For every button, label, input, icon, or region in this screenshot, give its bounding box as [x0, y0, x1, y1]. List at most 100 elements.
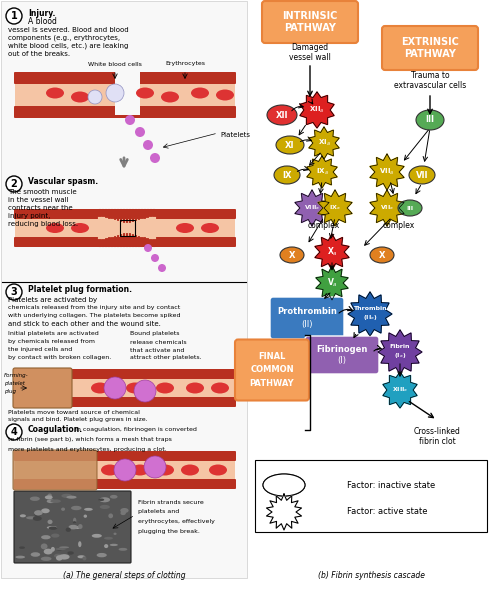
Ellipse shape	[263, 474, 305, 496]
FancyBboxPatch shape	[14, 397, 236, 407]
Text: Fibrinogen: Fibrinogen	[316, 345, 368, 354]
Text: the injured cells and: the injured cells and	[8, 347, 72, 352]
Text: signals and bind. Platelet plug grows in size.: signals and bind. Platelet plug grows in…	[8, 418, 147, 422]
Text: A blood: A blood	[28, 17, 57, 26]
Ellipse shape	[110, 495, 118, 498]
FancyBboxPatch shape	[115, 70, 140, 115]
Ellipse shape	[66, 528, 71, 532]
Text: Bound platelets: Bound platelets	[130, 331, 179, 337]
Ellipse shape	[101, 464, 119, 476]
Ellipse shape	[104, 544, 108, 548]
Ellipse shape	[47, 526, 57, 529]
Text: Prothrombin: Prothrombin	[277, 307, 337, 316]
Text: XI$_a$: XI$_a$	[318, 138, 330, 148]
Text: PATHWAY: PATHWAY	[249, 379, 294, 388]
Ellipse shape	[109, 513, 113, 518]
Polygon shape	[309, 127, 339, 159]
Circle shape	[104, 377, 126, 399]
Ellipse shape	[46, 223, 64, 233]
Ellipse shape	[176, 223, 194, 233]
Ellipse shape	[84, 515, 87, 518]
Text: plug: plug	[4, 389, 16, 395]
Circle shape	[6, 8, 22, 24]
Polygon shape	[315, 234, 349, 270]
FancyBboxPatch shape	[14, 451, 236, 461]
Text: Initial platelets are activated: Initial platelets are activated	[8, 331, 99, 337]
Text: Factor: inactive state: Factor: inactive state	[347, 480, 435, 489]
Circle shape	[106, 84, 124, 102]
Ellipse shape	[71, 92, 89, 102]
Text: XII$_a$: XII$_a$	[309, 105, 325, 115]
Text: Factor: active state: Factor: active state	[347, 507, 427, 516]
Ellipse shape	[46, 87, 64, 98]
Ellipse shape	[41, 509, 50, 513]
Text: 4: 4	[10, 427, 17, 437]
Ellipse shape	[121, 511, 126, 515]
FancyBboxPatch shape	[13, 368, 72, 408]
Ellipse shape	[131, 464, 149, 476]
Text: by chemicals released from: by chemicals released from	[8, 340, 95, 344]
Text: in the vessel wall: in the vessel wall	[8, 197, 69, 203]
Text: Platelet plug formation.: Platelet plug formation.	[28, 286, 132, 295]
FancyBboxPatch shape	[14, 106, 236, 118]
Text: VIII$_a$: VIII$_a$	[304, 204, 320, 213]
Text: injury point,: injury point,	[8, 213, 50, 219]
Ellipse shape	[51, 547, 55, 552]
Text: EXTRINSIC: EXTRINSIC	[401, 37, 459, 47]
Text: chemicals released from the injury site and by contact: chemicals released from the injury site …	[8, 305, 180, 310]
Ellipse shape	[26, 516, 36, 519]
Text: Forming-: Forming-	[4, 374, 28, 379]
Ellipse shape	[267, 105, 297, 125]
Ellipse shape	[34, 510, 43, 516]
Text: 2: 2	[10, 179, 17, 189]
Text: Vascular spasm.: Vascular spasm.	[28, 177, 98, 186]
Circle shape	[6, 176, 22, 192]
Text: complex: complex	[308, 220, 340, 229]
Polygon shape	[266, 494, 302, 530]
Ellipse shape	[216, 89, 234, 101]
Ellipse shape	[48, 527, 55, 530]
Text: (II): (II)	[301, 319, 313, 328]
Ellipse shape	[91, 383, 109, 394]
Circle shape	[158, 264, 166, 272]
Ellipse shape	[161, 92, 179, 102]
Text: Coagulation.: Coagulation.	[28, 425, 83, 434]
Text: IX$_a$: IX$_a$	[329, 204, 341, 213]
Text: IX: IX	[282, 171, 292, 180]
Text: to fibrin (see part b), which forms a mesh that traps: to fibrin (see part b), which forms a me…	[8, 437, 172, 443]
Ellipse shape	[49, 527, 57, 530]
Text: Cross-linked: Cross-linked	[413, 428, 461, 437]
Polygon shape	[318, 190, 352, 226]
Ellipse shape	[47, 500, 55, 503]
Ellipse shape	[30, 497, 40, 501]
Ellipse shape	[181, 464, 199, 476]
Text: Erythrocytes: Erythrocytes	[165, 62, 205, 66]
Text: platelets and: platelets and	[138, 510, 179, 515]
Text: Damaged: Damaged	[291, 44, 329, 53]
Text: 3: 3	[10, 287, 17, 297]
Text: PATHWAY: PATHWAY	[284, 23, 336, 33]
Ellipse shape	[82, 556, 87, 561]
Ellipse shape	[51, 534, 59, 538]
Ellipse shape	[78, 555, 85, 558]
Ellipse shape	[201, 223, 219, 233]
Text: X: X	[379, 250, 385, 259]
Circle shape	[114, 459, 136, 481]
FancyBboxPatch shape	[305, 336, 379, 374]
Text: VII$_a$: VII$_a$	[380, 204, 394, 213]
Circle shape	[150, 153, 160, 163]
Text: III: III	[425, 116, 434, 125]
Ellipse shape	[44, 549, 53, 555]
Ellipse shape	[104, 537, 113, 540]
FancyBboxPatch shape	[262, 1, 358, 43]
Polygon shape	[383, 372, 417, 408]
Text: XII: XII	[276, 110, 288, 119]
Ellipse shape	[73, 526, 81, 529]
Circle shape	[88, 90, 102, 104]
Ellipse shape	[99, 497, 110, 503]
Circle shape	[6, 424, 22, 440]
Text: In coagulation, fibrinogen is converted: In coagulation, fibrinogen is converted	[75, 428, 197, 432]
Text: vessel wall: vessel wall	[289, 53, 331, 62]
Text: X: X	[289, 250, 295, 259]
Ellipse shape	[78, 524, 83, 529]
